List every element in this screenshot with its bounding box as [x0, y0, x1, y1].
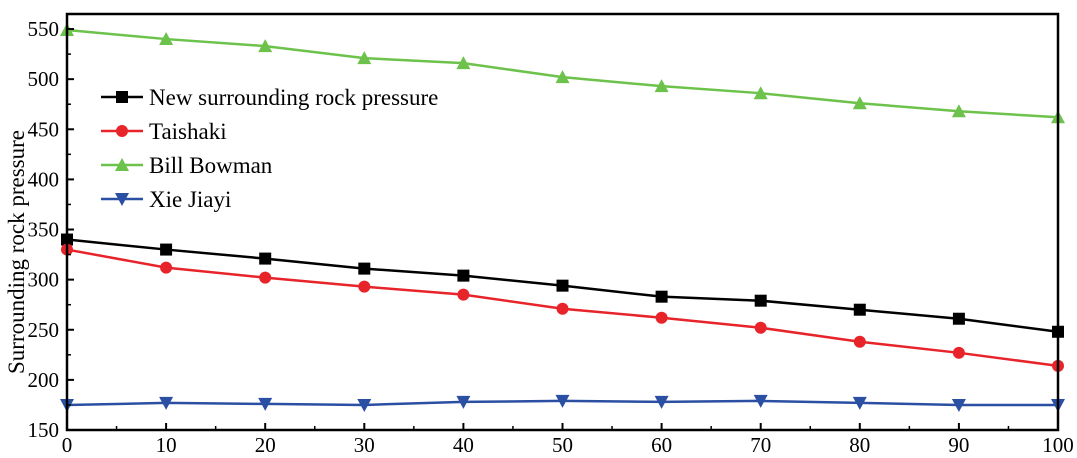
y-tick-label: 450	[28, 117, 60, 141]
series-layer	[60, 23, 1065, 412]
data-point-xie-jiayi	[753, 394, 768, 408]
x-tick-label: 90	[948, 433, 969, 457]
data-point-taishaki	[655, 311, 668, 324]
data-point-bill-bowman	[852, 96, 867, 110]
legend: New surrounding rock pressure Taishaki Bil…	[101, 85, 438, 212]
x-tick-label: 20	[255, 433, 276, 457]
data-point-taishaki	[457, 288, 470, 301]
data-point-xie-jiayi	[357, 398, 372, 412]
data-point-bill-bowman	[258, 39, 273, 53]
legend-label: Xie Jiayi	[149, 187, 231, 212]
y-tick-label: 150	[28, 418, 60, 442]
legend-marker	[116, 125, 128, 137]
x-tick-label: 50	[552, 433, 573, 457]
y-tick-label: 200	[28, 368, 60, 392]
data-point-new-surrounding-rock-pressure	[259, 252, 272, 265]
data-point-taishaki	[358, 280, 371, 293]
y-tick-label: 250	[28, 318, 60, 342]
data-point-taishaki	[160, 261, 173, 274]
x-tick-label: 10	[156, 433, 177, 457]
y-tick-label: 350	[28, 218, 60, 242]
legend-label: Taishaki	[149, 119, 227, 144]
y-tick-label: 550	[28, 17, 60, 41]
legend-marker	[115, 158, 129, 171]
data-point-xie-jiayi	[852, 396, 867, 410]
data-point-xie-jiayi	[258, 397, 273, 411]
data-point-taishaki	[556, 302, 569, 315]
y-axis-label: Surrounding rock pressure	[4, 130, 29, 374]
data-point-bill-bowman	[159, 32, 174, 46]
x-tick-label: 30	[354, 433, 375, 457]
y-tick-label: 400	[28, 167, 60, 191]
data-point-xie-jiayi	[456, 395, 471, 409]
data-point-xie-jiayi	[951, 398, 966, 412]
series-taishaki	[61, 243, 1064, 372]
legend-item-xie-jiayi: Xie Jiayi	[101, 187, 231, 212]
data-point-bill-bowman	[753, 86, 768, 100]
x-tick-label: 80	[849, 433, 870, 457]
data-point-taishaki	[754, 321, 767, 334]
x-tick-label: 0	[62, 433, 73, 457]
data-point-new-surrounding-rock-pressure	[358, 262, 371, 275]
y-tick-label: 300	[28, 268, 60, 292]
legend-marker	[115, 193, 129, 206]
data-point-bill-bowman	[951, 104, 966, 118]
x-tick-label: 100	[1042, 433, 1074, 457]
data-point-bill-bowman	[456, 56, 471, 70]
series-new-surrounding-rock-pressure	[61, 233, 1064, 338]
legend-item-taishaki: Taishaki	[101, 119, 227, 144]
data-point-new-surrounding-rock-pressure	[556, 279, 569, 292]
data-point-new-surrounding-rock-pressure	[655, 290, 668, 303]
data-point-new-surrounding-rock-pressure	[952, 312, 965, 325]
legend-label: Bill Bowman	[149, 153, 273, 178]
data-point-new-surrounding-rock-pressure	[754, 294, 767, 307]
y-tick-label: 500	[28, 67, 60, 91]
data-point-new-surrounding-rock-pressure	[160, 243, 173, 256]
x-tick-label: 40	[453, 433, 474, 457]
data-point-new-surrounding-rock-pressure	[853, 303, 866, 316]
data-point-xie-jiayi	[654, 395, 669, 409]
axis-layer: 0 10 20 30 40 50 60 70 80 90 100 150 200 250 300 350 400…	[28, 17, 1074, 457]
x-tick-label: 60	[651, 433, 672, 457]
legend-item-new-surrounding-rock-pressure: New surrounding rock pressure	[101, 85, 438, 110]
data-point-bill-bowman	[555, 70, 570, 84]
data-point-new-surrounding-rock-pressure	[457, 269, 470, 282]
series-bill-bowman	[60, 23, 1065, 124]
data-point-xie-jiayi	[159, 396, 174, 410]
legend-item-bill-bowman: Bill Bowman	[101, 153, 273, 178]
data-point-bill-bowman	[654, 79, 669, 93]
data-point-taishaki	[952, 346, 965, 359]
data-point-bill-bowman	[357, 51, 372, 65]
data-point-taishaki	[853, 335, 866, 348]
legend-marker	[116, 91, 128, 103]
series-xie-jiayi	[60, 394, 1065, 412]
data-point-taishaki	[259, 271, 272, 284]
x-tick-label: 70	[750, 433, 771, 457]
data-point-xie-jiayi	[555, 394, 570, 408]
legend-label: New surrounding rock pressure	[149, 85, 438, 110]
